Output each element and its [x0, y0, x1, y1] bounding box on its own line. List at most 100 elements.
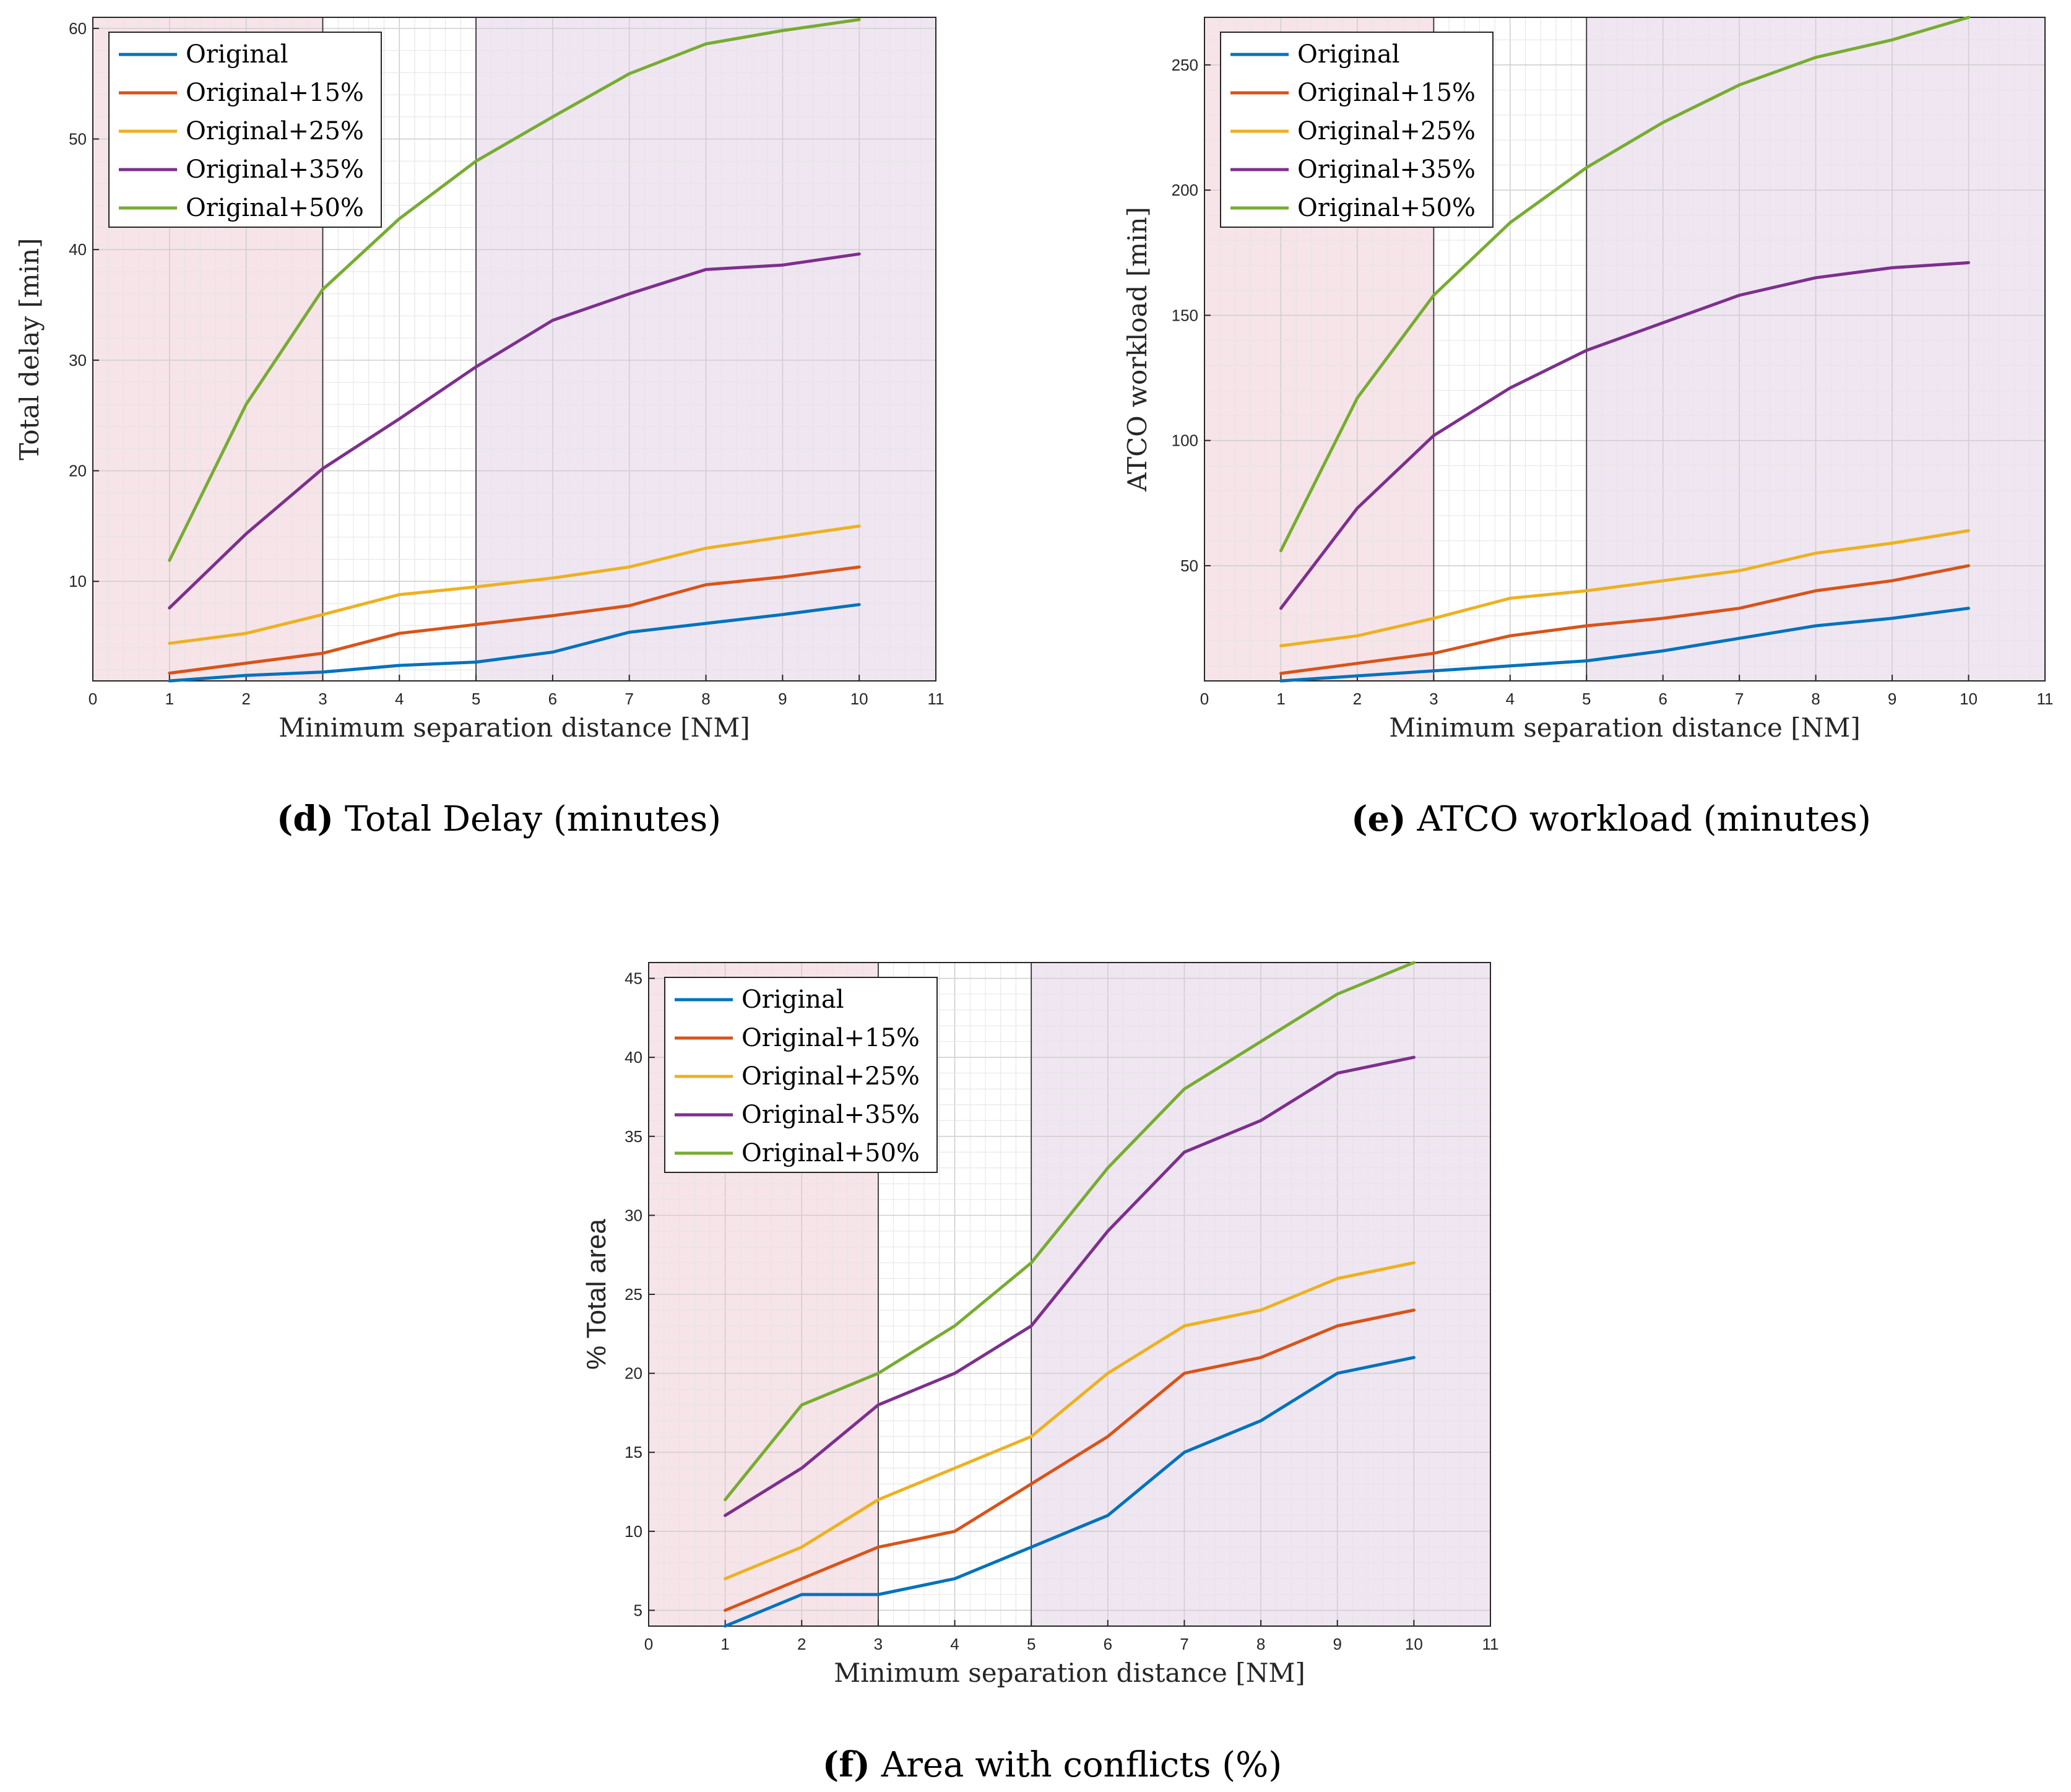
caption-e-letter: e	[1368, 799, 1390, 839]
x-tick-label: 4	[1506, 690, 1515, 708]
caption-d-letter: d	[293, 799, 317, 839]
x-tick-label: 11	[928, 690, 945, 708]
x-tick-label: 6	[1104, 1635, 1112, 1653]
x-tick-label: 6	[548, 690, 557, 708]
x-tick-label: 3	[1429, 690, 1438, 708]
series-line-3	[168, 252, 861, 610]
series-line-2	[168, 524, 861, 645]
x-tick-label: 7	[625, 690, 633, 708]
y-tick-label: 50	[1180, 556, 1198, 575]
y-tick-label: 20	[69, 462, 87, 480]
x-tick-label: 9	[778, 690, 787, 708]
x-tick-label: 3	[318, 690, 327, 708]
y-tick-label: 50	[69, 130, 87, 149]
legend-entry: Original+15%	[741, 1024, 920, 1052]
y-tick-label: 40	[69, 240, 87, 259]
series-line-0	[1279, 607, 1970, 683]
legend-entry: Original	[741, 985, 844, 1014]
y-tick-label: 40	[625, 1048, 642, 1067]
y-tick-label: 60	[69, 19, 87, 38]
x-tick-label: 7	[1180, 1635, 1188, 1653]
axes-box	[1204, 17, 2046, 682]
x-tick-label: 11	[1482, 1635, 1499, 1653]
x-tick-label: 4	[950, 1635, 959, 1653]
y-tick-label: 150	[1172, 306, 1198, 324]
y-tick-label: 30	[625, 1206, 642, 1224]
series-line-3	[1279, 261, 1970, 610]
y-tick-label: 10	[69, 572, 87, 591]
x-axis-label: Minimum separation distance [NM]	[834, 1658, 1305, 1688]
x-tick-label: 0	[644, 1635, 653, 1653]
chart-panel-e: 0 1 2 3 4 5 6 7 8 9 10 11 50 100 150 200 250 Minimum sepa…	[1122, 15, 2054, 743]
x-tick-label: 5	[1027, 1635, 1036, 1653]
x-axis-label: Minimum separation distance [NM]	[279, 712, 750, 743]
legend-entry: Original+15%	[1297, 79, 1476, 107]
legend-entry: Original+35%	[741, 1101, 920, 1129]
legend-entry: Original	[186, 40, 288, 69]
legend-entry: Original+25%	[741, 1062, 920, 1091]
y-tick-label: 45	[625, 969, 642, 988]
x-tick-label: 1	[1276, 690, 1285, 708]
y-tick-label: 15	[625, 1443, 642, 1461]
x-tick-label: 1	[165, 690, 174, 708]
x-tick-label: 1	[720, 1635, 729, 1653]
y-tick-label: 25	[625, 1285, 642, 1304]
legend-entry: Original+15%	[186, 79, 364, 107]
x-tick-label: 2	[241, 690, 250, 708]
y-axis-label: ATCO workload [min]	[1122, 207, 1152, 492]
x-tick-label: 10	[1405, 1635, 1423, 1653]
caption-d-text: Total Delay (minutes)	[345, 799, 721, 839]
x-tick-label: 8	[701, 690, 710, 708]
y-tick-label: 5	[634, 1601, 642, 1619]
y-tick-label: 250	[1172, 56, 1198, 74]
series-line-0	[724, 1356, 1416, 1628]
legend-entry: Original+25%	[186, 117, 364, 145]
legend: Original Original+15% Original+25% Original…	[664, 977, 938, 1173]
y-axis-label: % Total area	[581, 1219, 612, 1370]
x-tick-label: 10	[850, 690, 868, 708]
series-line-0	[168, 603, 861, 683]
x-tick-label: 4	[395, 690, 404, 708]
x-axis-label: Minimum separation distance [NM]	[1389, 712, 1861, 743]
y-tick-label: 200	[1172, 181, 1198, 199]
y-tick-label: 100	[1172, 431, 1198, 450]
legend-entry: Original+35%	[186, 155, 364, 184]
caption-f: (f) Area with conflicts (%)	[823, 1744, 1282, 1785]
x-tick-label: 0	[1200, 690, 1209, 708]
series-line-4	[724, 961, 1416, 1502]
series-line-2	[724, 1261, 1416, 1580]
y-tick-label: 30	[69, 351, 87, 370]
y-axis-label: Total delay [min]	[14, 238, 45, 460]
x-tick-label: 3	[874, 1635, 883, 1653]
caption-d: (d) Total Delay (minutes)	[277, 799, 721, 839]
axes-box	[92, 17, 936, 682]
caption-e: (e) ATCO workload (minutes)	[1351, 799, 1871, 839]
legend-entry: Original+50%	[741, 1139, 920, 1167]
x-tick-label: 5	[472, 690, 480, 708]
y-tick-label: 35	[625, 1127, 642, 1146]
x-tick-label: 6	[1658, 690, 1667, 708]
x-tick-label: 5	[1582, 690, 1591, 708]
caption-f-letter: f	[839, 1744, 856, 1785]
x-tick-label: 2	[1353, 690, 1362, 708]
x-tick-label: 10	[1960, 690, 1978, 708]
caption-e-text: ATCO workload (minutes)	[1416, 799, 1871, 839]
series-line-4	[168, 18, 861, 562]
x-tick-label: 8	[1256, 1635, 1265, 1653]
series-line-1	[1279, 564, 1970, 675]
y-tick-label: 10	[625, 1522, 642, 1541]
x-tick-label: 7	[1735, 690, 1744, 708]
legend-entry: Original	[1297, 40, 1400, 69]
x-tick-label: 11	[2037, 690, 2054, 708]
chart-panel-d: 0 1 2 3 4 5 6 7 8 9 10 11 10 20 30 40 50 60 Minimum separa…	[14, 17, 945, 743]
legend-entry: Original+35%	[1297, 155, 1476, 184]
y-tick-label: 20	[625, 1364, 642, 1383]
legend-entry: Original+50%	[1297, 194, 1476, 222]
series-line-4	[1279, 15, 1970, 553]
series-line-3	[724, 1055, 1416, 1517]
x-tick-label: 0	[89, 690, 97, 708]
series-line-1	[724, 1309, 1416, 1612]
series-line-2	[1279, 529, 1970, 647]
